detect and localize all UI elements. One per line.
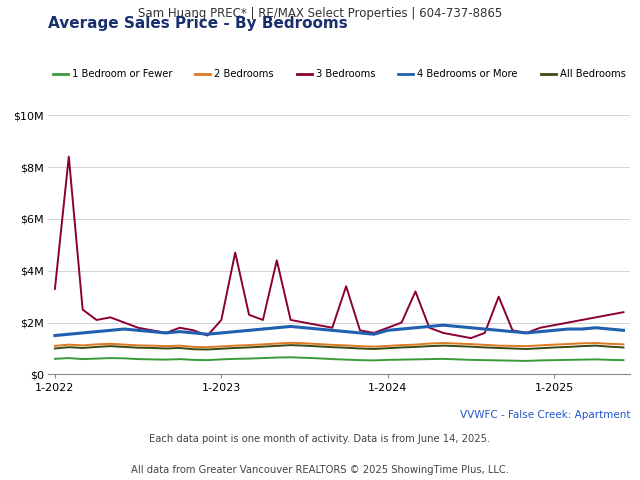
Legend: 1 Bedroom or Fewer, 2 Bedrooms, 3 Bedrooms, 4 Bedrooms or More, All Bedrooms: 1 Bedroom or Fewer, 2 Bedrooms, 3 Bedroo… [53,69,625,79]
Text: Each data point is one month of activity. Data is from June 14, 2025.: Each data point is one month of activity… [149,434,491,444]
Text: Average Sales Price - By Bedrooms: Average Sales Price - By Bedrooms [48,16,348,31]
Text: Sam Huang PREC* | RE/MAX Select Properties | 604-737-8865: Sam Huang PREC* | RE/MAX Select Properti… [138,7,502,20]
Text: VVWFC - False Creek: Apartment: VVWFC - False Creek: Apartment [460,410,630,420]
Text: All data from Greater Vancouver REALTORS © 2025 ShowingTime Plus, LLC.: All data from Greater Vancouver REALTORS… [131,465,509,475]
